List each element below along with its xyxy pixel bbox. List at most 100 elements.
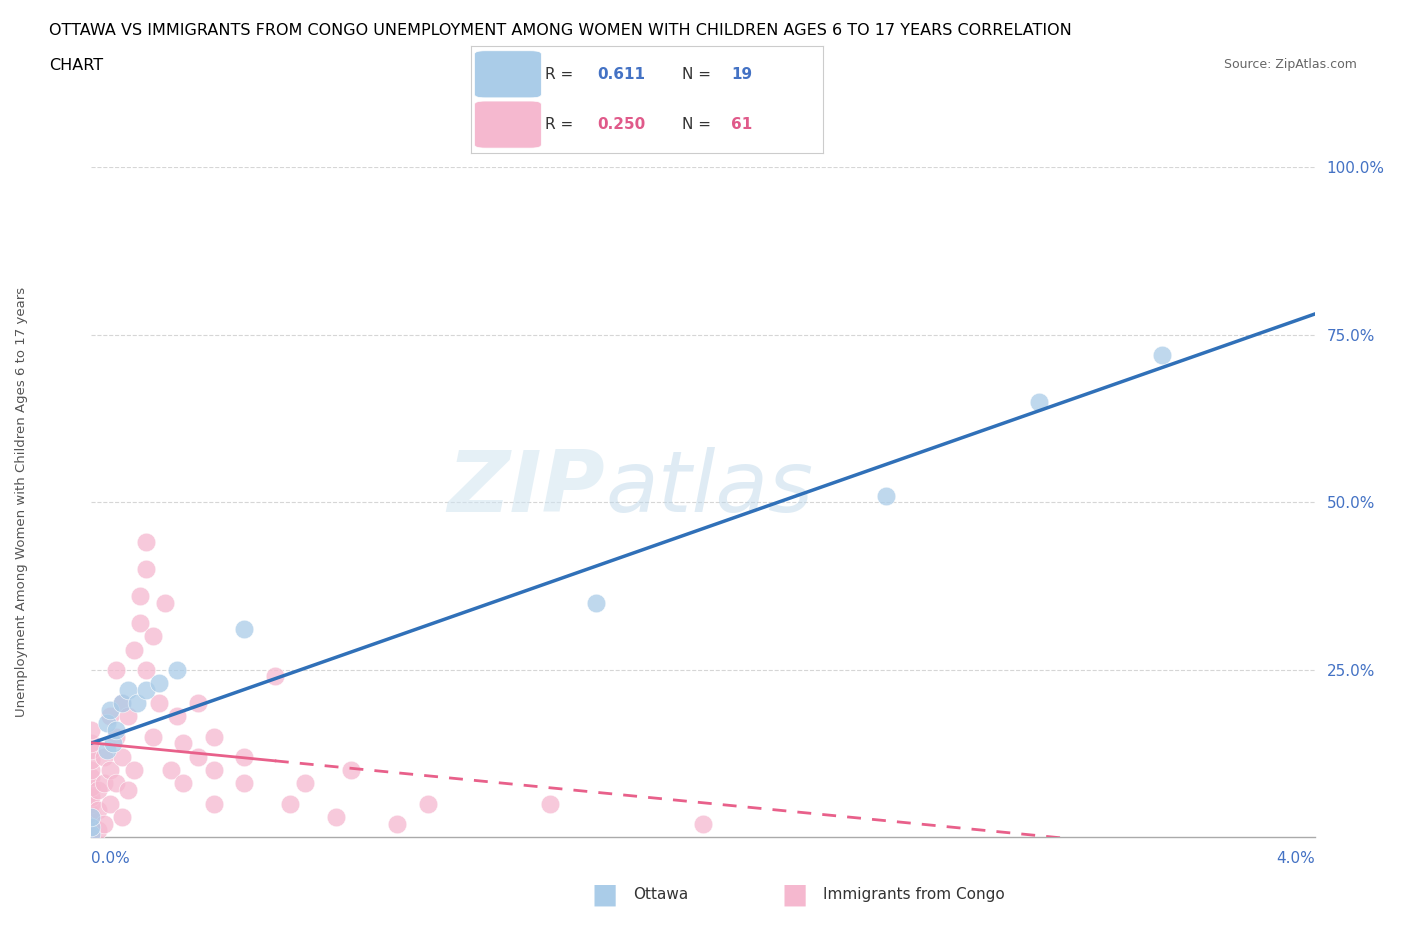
Point <box>233 622 256 637</box>
Point <box>122 763 145 777</box>
Text: Immigrants from Congo: Immigrants from Congo <box>823 887 1004 902</box>
Point <box>129 616 152 631</box>
Point <box>80 769 103 784</box>
Point <box>122 642 145 657</box>
Point <box>98 702 121 717</box>
Point <box>80 823 103 838</box>
Point <box>111 696 134 711</box>
Point <box>104 662 127 677</box>
Point <box>98 796 121 811</box>
Point <box>416 796 439 811</box>
Point <box>233 776 256 790</box>
FancyBboxPatch shape <box>475 51 541 98</box>
Point <box>202 729 225 744</box>
Point <box>111 750 134 764</box>
Text: 0.250: 0.250 <box>598 117 645 132</box>
Text: N =: N = <box>682 67 716 82</box>
Text: CHART: CHART <box>49 58 103 73</box>
Point <box>80 736 103 751</box>
Point <box>80 796 103 811</box>
Point <box>80 752 103 767</box>
Point <box>80 790 103 804</box>
Point <box>135 662 157 677</box>
Point <box>98 763 121 777</box>
Point <box>129 589 152 604</box>
Point <box>80 763 103 777</box>
Point <box>96 716 118 731</box>
Point <box>104 723 127 737</box>
Text: ■: ■ <box>592 881 617 909</box>
Point <box>692 817 714 831</box>
Text: Source: ZipAtlas.com: Source: ZipAtlas.com <box>1223 58 1357 71</box>
Point <box>104 776 127 790</box>
Point <box>585 595 607 610</box>
Text: R =: R = <box>546 117 578 132</box>
Point <box>80 806 103 821</box>
FancyBboxPatch shape <box>475 101 541 148</box>
Point <box>101 736 124 751</box>
Text: R =: R = <box>546 67 578 82</box>
Point <box>80 742 103 757</box>
Point <box>117 709 139 724</box>
Point <box>166 709 188 724</box>
Point <box>264 669 287 684</box>
Text: Unemployment Among Women with Children Ages 6 to 17 years: Unemployment Among Women with Children A… <box>14 287 28 717</box>
Point <box>202 796 225 811</box>
Point <box>80 830 103 844</box>
Point <box>104 729 127 744</box>
Point <box>98 709 121 724</box>
Point <box>202 763 225 777</box>
Point <box>294 776 316 790</box>
Text: OTTAWA VS IMMIGRANTS FROM CONGO UNEMPLOYMENT AMONG WOMEN WITH CHILDREN AGES 6 TO: OTTAWA VS IMMIGRANTS FROM CONGO UNEMPLOY… <box>49 23 1071 38</box>
Point <box>141 629 163 644</box>
Point <box>127 696 149 711</box>
Point <box>86 783 108 798</box>
Point <box>1150 348 1173 363</box>
Point <box>111 696 134 711</box>
Point <box>135 683 157 698</box>
Point <box>148 696 170 711</box>
Point <box>148 675 170 690</box>
Point <box>385 817 409 831</box>
Point <box>93 817 115 831</box>
Point <box>80 779 103 794</box>
Point <box>93 776 115 790</box>
Point <box>93 750 115 764</box>
Point <box>538 796 561 811</box>
Text: Ottawa: Ottawa <box>633 887 688 902</box>
Point <box>117 783 139 798</box>
Point <box>80 819 103 834</box>
Point <box>111 809 134 824</box>
Point <box>80 826 103 841</box>
Point <box>160 763 183 777</box>
Text: 4.0%: 4.0% <box>1275 851 1315 866</box>
Point <box>117 683 139 698</box>
Point <box>86 823 108 838</box>
Point <box>875 488 898 503</box>
Point <box>166 662 188 677</box>
Text: N =: N = <box>682 117 716 132</box>
Point <box>80 817 103 831</box>
Point <box>187 750 209 764</box>
Point <box>325 809 347 824</box>
Point <box>80 723 103 737</box>
Point <box>135 562 157 577</box>
Text: 61: 61 <box>731 117 752 132</box>
Point <box>278 796 301 811</box>
Point <box>86 803 108 817</box>
Point <box>141 729 163 744</box>
Point <box>172 736 194 751</box>
Text: atlas: atlas <box>605 447 813 530</box>
Point <box>340 763 363 777</box>
Text: ZIP: ZIP <box>447 447 605 530</box>
Point <box>80 809 103 824</box>
Text: 0.611: 0.611 <box>598 67 645 82</box>
Text: 0.0%: 0.0% <box>91 851 131 866</box>
Point <box>172 776 194 790</box>
Point <box>153 595 176 610</box>
Point <box>135 535 157 550</box>
Point <box>187 696 209 711</box>
Point <box>96 742 118 757</box>
Point <box>1028 394 1050 409</box>
Point <box>233 750 256 764</box>
